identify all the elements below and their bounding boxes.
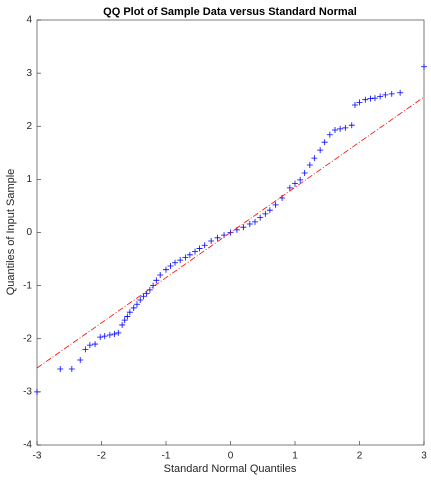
data-point <box>130 304 137 311</box>
y-tick-label: -4 <box>23 440 32 451</box>
y-tick-label: -2 <box>23 333 32 344</box>
data-point <box>301 170 308 176</box>
data-point <box>133 301 140 308</box>
data-point <box>192 248 199 255</box>
data-point <box>111 330 118 337</box>
x-tick-label: 0 <box>228 451 234 462</box>
data-point <box>163 266 169 273</box>
y-tick-label: 3 <box>26 68 32 79</box>
data-point <box>240 224 247 231</box>
y-tick-label: 0 <box>26 227 32 238</box>
data-point <box>371 95 378 102</box>
y-axis-label: Quantiles of Input Sample <box>5 169 17 296</box>
data-point <box>421 63 427 70</box>
data-point <box>167 262 174 269</box>
data-point <box>272 201 279 208</box>
data-point <box>186 251 193 258</box>
data-point <box>326 131 333 138</box>
data-point <box>119 321 126 328</box>
data-point <box>279 194 286 201</box>
data-point <box>34 388 40 395</box>
data-point <box>351 102 358 108</box>
data-point <box>348 122 355 129</box>
data-point <box>214 234 221 241</box>
data-point <box>153 277 160 284</box>
data-point <box>388 90 395 97</box>
data-point <box>57 366 64 373</box>
y-tick-label: 1 <box>26 174 32 185</box>
x-tick-label: -1 <box>162 451 171 462</box>
data-point <box>140 293 147 300</box>
data-point <box>252 218 259 225</box>
data-point <box>97 334 104 341</box>
data-point <box>106 332 113 339</box>
data-point <box>196 245 203 252</box>
data-point <box>356 99 363 106</box>
data-point <box>266 207 273 214</box>
data-point <box>92 341 99 348</box>
data-point <box>317 147 324 154</box>
data-point <box>262 210 269 217</box>
data-point <box>77 357 84 363</box>
data-point <box>257 214 264 221</box>
data-point <box>311 155 318 162</box>
data-point <box>201 242 208 249</box>
y-tick-label: -1 <box>23 280 32 291</box>
x-tick-label: 3 <box>421 451 427 462</box>
data-point <box>292 180 298 187</box>
data-point <box>397 89 404 96</box>
data-point <box>137 296 144 303</box>
data-point <box>126 309 133 316</box>
data-point <box>157 272 164 278</box>
data-point <box>82 346 89 353</box>
data-point <box>172 259 179 266</box>
data-point <box>124 313 131 320</box>
data-point <box>362 96 369 103</box>
data-point <box>115 329 122 336</box>
data-point <box>86 342 93 349</box>
data-point <box>286 184 293 191</box>
data-point <box>208 238 215 244</box>
x-tick-label: -3 <box>33 451 42 462</box>
x-tick-label: 2 <box>357 451 363 462</box>
data-point <box>68 366 75 373</box>
data-point <box>337 125 344 132</box>
data-point <box>101 333 108 340</box>
x-tick-label: -2 <box>97 451 106 462</box>
data-point <box>246 221 253 227</box>
chart-title: QQ Plot of Sample Data versus Standard N… <box>103 6 357 18</box>
data-point <box>177 257 184 264</box>
y-tick-label: 2 <box>26 121 32 132</box>
data-point <box>182 254 189 261</box>
data-point <box>121 317 128 324</box>
data-point <box>306 162 313 169</box>
data-point <box>342 124 349 131</box>
data-point <box>321 139 328 146</box>
data-point <box>377 93 384 100</box>
y-tick-label: -3 <box>23 387 32 398</box>
y-tick-label: 4 <box>26 15 32 26</box>
data-point <box>297 176 304 183</box>
data-point <box>382 91 389 98</box>
data-point <box>367 95 374 102</box>
x-axis-label: Standard Normal Quantiles <box>164 463 297 475</box>
data-point <box>331 126 338 133</box>
reference-line <box>36 96 425 369</box>
x-tick-label: 1 <box>292 451 298 462</box>
